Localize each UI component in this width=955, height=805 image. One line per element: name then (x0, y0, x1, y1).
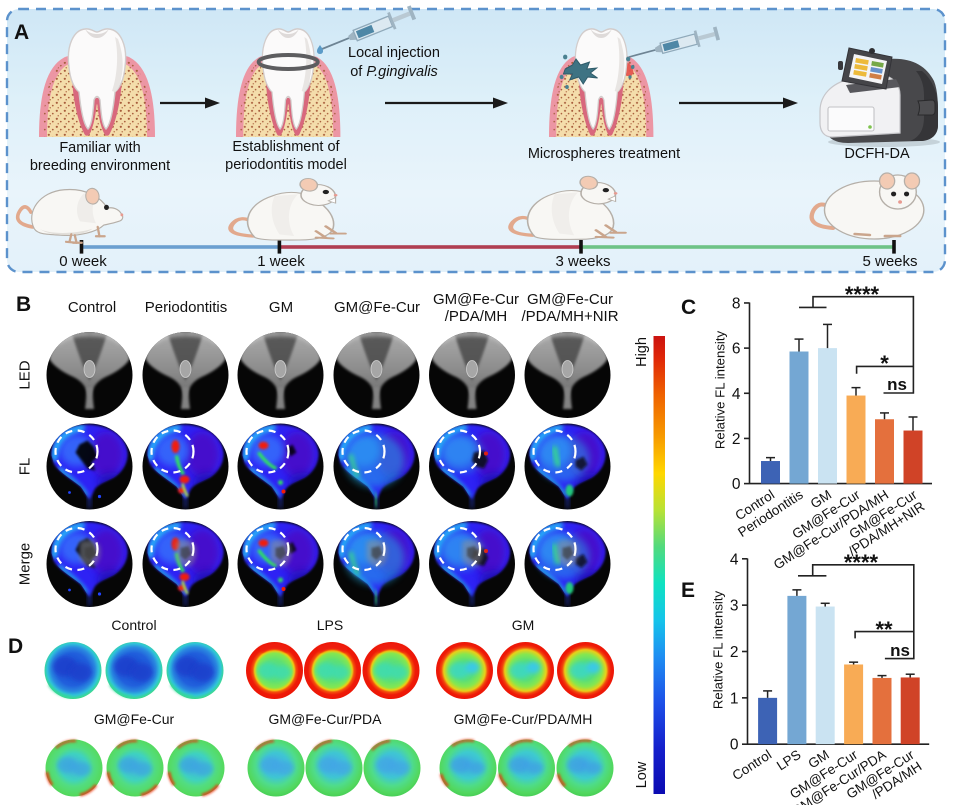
svg-text:LPS: LPS (317, 617, 343, 633)
svg-text:/PDA/MH: /PDA/MH (445, 308, 508, 325)
svg-text:3 weeks: 3 weeks (555, 253, 610, 270)
svg-text:Control: Control (111, 617, 156, 633)
svg-text:Low: Low (634, 761, 650, 788)
svg-text:1: 1 (730, 690, 739, 707)
svg-text:GM@Fe-Cur: GM@Fe-Cur (527, 291, 613, 308)
svg-text:0: 0 (730, 737, 739, 754)
svg-text:5 weeks: 5 weeks (862, 253, 917, 270)
svg-text:Periodontitis: Periodontitis (145, 299, 228, 316)
svg-text:D: D (8, 635, 23, 658)
svg-text:E: E (681, 579, 695, 602)
svg-text:GM: GM (512, 617, 535, 633)
svg-text:**: ** (875, 617, 893, 642)
svg-text:Control: Control (68, 299, 116, 316)
svg-text:GM@Fe-Cur: GM@Fe-Cur (433, 291, 519, 308)
svg-text:4: 4 (730, 551, 739, 568)
svg-text:Establishment of: Establishment of (232, 139, 340, 155)
svg-text:ns: ns (890, 641, 910, 660)
svg-text:Relative FL intensity: Relative FL intensity (713, 330, 728, 449)
svg-text:Relative FL intensity: Relative FL intensity (711, 590, 726, 709)
svg-text:6: 6 (732, 341, 741, 358)
svg-text:LED: LED (17, 360, 34, 389)
svg-text:0 week: 0 week (59, 253, 107, 270)
svg-text:1 week: 1 week (257, 253, 305, 270)
svg-text:GM: GM (269, 299, 293, 316)
svg-text:of P.gingivalis: of P.gingivalis (350, 64, 438, 80)
svg-text:8: 8 (732, 295, 741, 312)
svg-text:Familiar with: Familiar with (59, 140, 140, 156)
svg-text:GM@Fe-Cur/PDA: GM@Fe-Cur/PDA (269, 711, 383, 727)
svg-text:High: High (634, 337, 650, 367)
svg-text:GM@Fe-Cur/PDA/MH: GM@Fe-Cur/PDA/MH (454, 711, 593, 727)
svg-text:C: C (681, 296, 696, 319)
svg-text:2: 2 (732, 431, 741, 448)
svg-text:FL: FL (17, 458, 34, 476)
svg-text:A: A (14, 21, 29, 44)
svg-text:Local injection: Local injection (348, 45, 440, 61)
svg-text:2: 2 (730, 644, 739, 661)
svg-text:****: **** (845, 282, 880, 307)
svg-text:4: 4 (732, 386, 741, 403)
svg-text:periodontitis model: periodontitis model (225, 157, 347, 173)
svg-text:0: 0 (732, 476, 741, 493)
svg-text:3: 3 (730, 598, 739, 615)
svg-text:GM@Fe-Cur: GM@Fe-Cur (334, 299, 420, 316)
svg-text:/PDA/MH+NIR: /PDA/MH+NIR (521, 308, 618, 325)
svg-text:Merge: Merge (17, 543, 34, 586)
svg-text:ns: ns (887, 375, 907, 394)
svg-text:B: B (16, 293, 31, 316)
svg-text:****: **** (844, 550, 879, 575)
svg-text:Microspheres treatment: Microspheres treatment (528, 146, 680, 162)
svg-text:DCFH-DA: DCFH-DA (844, 146, 910, 162)
svg-text:breeding environment: breeding environment (30, 158, 170, 174)
svg-text:*: * (880, 351, 889, 376)
svg-text:GM@Fe-Cur: GM@Fe-Cur (94, 711, 175, 727)
